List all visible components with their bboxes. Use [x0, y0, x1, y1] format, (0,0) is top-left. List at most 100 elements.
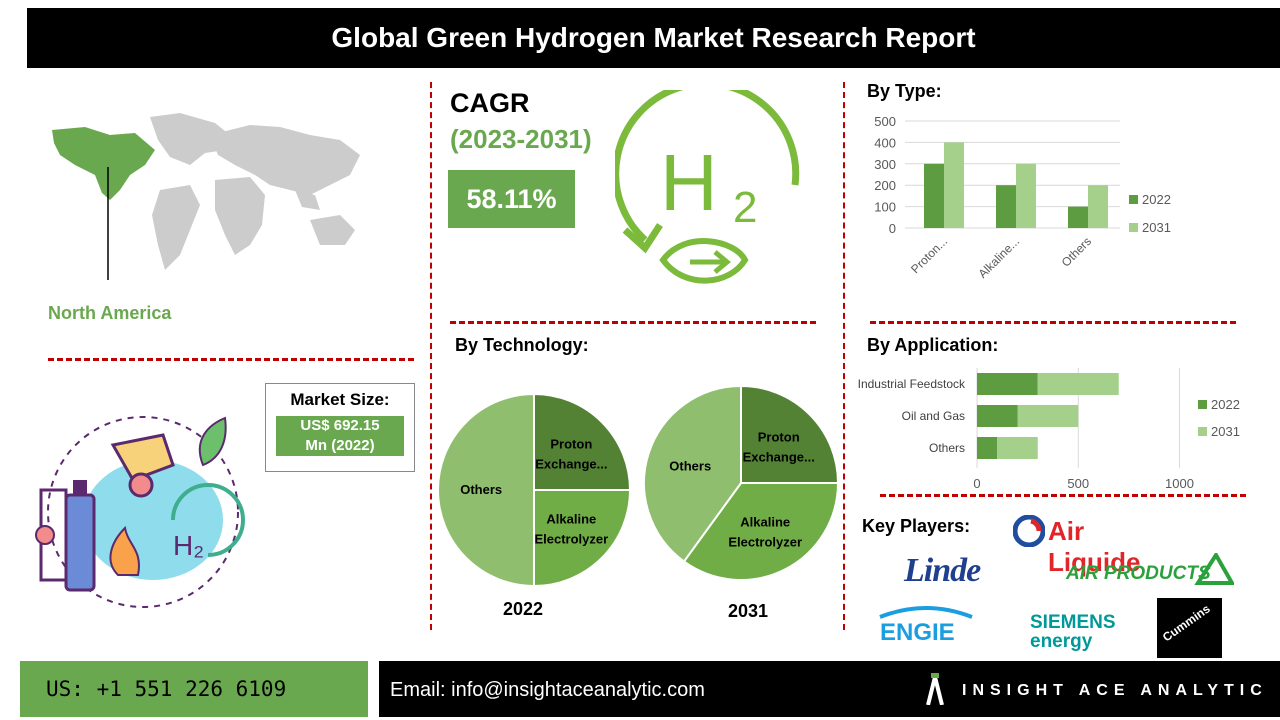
- divider-type: [870, 321, 1236, 324]
- market-size-label: Market Size:: [290, 390, 390, 409]
- market-size-value-line2: Mn (2022): [305, 437, 375, 454]
- cummins-logo: Cummins: [1157, 598, 1222, 658]
- type-category-label: Others: [1059, 234, 1094, 269]
- technology-pie-label-line: Exchange...: [743, 449, 815, 464]
- wheel-icon: [128, 472, 154, 498]
- cummins-text: Cummins: [1159, 601, 1213, 645]
- type-bar: [944, 142, 964, 228]
- type-ytick-label: 500: [874, 114, 896, 129]
- type-legend-label: 2031: [1142, 220, 1171, 235]
- phone-number[interactable]: US: +1 551 226 6109: [46, 677, 287, 701]
- application-category-label: Industrial Feedstock: [858, 377, 966, 391]
- type-ytick-label: 0: [889, 221, 896, 236]
- map-africa: [215, 177, 265, 255]
- technology-pie-slice: [643, 384, 742, 563]
- leaf-outline: [659, 238, 749, 284]
- technology-pie-label-line: Alkaline: [546, 511, 596, 526]
- by-type-chart: 0 100 200 300 400 500 Proton... Alkaline... Othe…: [874, 114, 1171, 281]
- pie-year-2031: 2031: [728, 601, 769, 621]
- region-label: North America: [48, 303, 172, 323]
- application-legend-swatch: [1198, 400, 1207, 409]
- application-xtick-label: 500: [1067, 476, 1089, 491]
- linde-logo: Linde: [898, 552, 1040, 592]
- pie-year-2022: 2022: [503, 599, 544, 619]
- by-application-title: By Application:: [867, 335, 999, 355]
- air-products-logo: AIR PRODUCTS: [1066, 553, 1234, 589]
- by-technology-title: By Technology:: [455, 335, 589, 355]
- application-xtick-label: 1000: [1165, 476, 1194, 491]
- type-bar: [1016, 163, 1036, 228]
- h2-ring: [615, 90, 800, 243]
- application-category-label: Others: [929, 441, 965, 455]
- email-link[interactable]: Email: info@insightaceanalytic.com: [390, 679, 705, 701]
- map-south-america: [152, 185, 200, 270]
- divider-right: [843, 82, 845, 630]
- technology-pie-label-line: Others: [460, 482, 502, 497]
- type-ytick-label: 200: [874, 178, 896, 193]
- technology-pie-label-line: Exchange...: [535, 457, 607, 472]
- world-map: [52, 113, 360, 280]
- map-north-america: [52, 127, 155, 200]
- cagr-title: CAGR: [450, 88, 530, 118]
- application-legend-label: 2022: [1211, 397, 1240, 412]
- air-products-text: AIR PRODUCTS: [1066, 563, 1211, 584]
- h2-letter: H: [660, 138, 718, 227]
- type-legend-label: 2022: [1142, 192, 1171, 207]
- map-australia: [310, 215, 355, 245]
- divider-application: [880, 494, 1246, 497]
- siemens-energy-text: SIEMENS energy: [1030, 613, 1116, 652]
- application-bar: [977, 405, 1018, 427]
- market-size-box: Market Size: US$ 692.15 Mn (2022): [265, 383, 415, 472]
- type-bar: [1088, 185, 1108, 228]
- type-bar: [996, 185, 1016, 228]
- technology-pie-label-line: Electrolyzer: [728, 535, 802, 550]
- cylinder-valve: [73, 480, 87, 495]
- technology-pie-slice: [682, 482, 840, 581]
- h2-ring-arrow: [622, 223, 663, 254]
- market-size-value: US$ 692.15 Mn (2022): [276, 416, 404, 456]
- application-bar: [977, 437, 998, 459]
- cagr-value: 58.11%: [448, 170, 575, 228]
- brand-logo-icon: [926, 673, 944, 705]
- type-bar: [924, 163, 944, 228]
- technology-pies: Proton Exchange... Alkaline Electrolyzer Oth…: [437, 384, 840, 588]
- air-products-mark-icon: [1194, 553, 1234, 585]
- technology-pie-label: Others: [669, 459, 711, 474]
- application-bar: [977, 373, 1038, 395]
- divider-map: [48, 358, 414, 361]
- phone-bar: US: +1 551 226 6109: [20, 661, 368, 717]
- report-title: Global Green Hydrogen Market Research Re…: [27, 8, 1280, 68]
- cagr-years: (2023-2031): [450, 124, 592, 154]
- type-ytick-label: 100: [874, 200, 896, 215]
- h2-subscript: 2: [733, 183, 757, 232]
- type-ytick-label: 300: [874, 157, 896, 172]
- air-liquide-mark-icon: [1013, 515, 1045, 547]
- type-legend-swatch: [1129, 195, 1138, 204]
- technology-pie-label-line: Others: [669, 459, 711, 474]
- type-legend-swatch: [1129, 223, 1138, 232]
- brand-name: INSIGHT ACE ANALYTIC: [962, 682, 1268, 699]
- type-ytick-label: 400: [874, 135, 896, 150]
- car-icon: [110, 433, 175, 482]
- map-eurasia: [210, 125, 360, 195]
- leaf-icon: [198, 416, 227, 467]
- flame-icon: [109, 525, 140, 576]
- by-type-title: By Type:: [867, 81, 942, 101]
- divider-cagr: [450, 321, 816, 324]
- air-liquide-text: Air Liquide: [1048, 516, 1141, 577]
- air-liquide-logo: Air Liquide: [1013, 513, 1178, 577]
- key-players-title: Key Players:: [862, 516, 971, 536]
- technology-pie-label: Alkaline Electrolyzer: [728, 515, 802, 550]
- technology-pie-label-line: Proton: [758, 429, 800, 444]
- technology-pie-label-line: Electrolyzer: [534, 531, 608, 546]
- h2-label: H₂: [173, 530, 204, 561]
- engie-arc-icon: [879, 606, 973, 619]
- leaf-arrow: [690, 250, 731, 274]
- technology-pie-label: Alkaline Electrolyzer: [534, 511, 608, 546]
- technology-pie-label: Proton Exchange...: [743, 429, 815, 464]
- by-application-chart: 0 500 1000 Industrial Feedstock Oil and Gas O…: [858, 368, 1240, 491]
- application-bar: [1037, 373, 1119, 395]
- market-size-value-line1: US$ 692.15: [300, 417, 380, 434]
- technology-pie-slice: [437, 392, 535, 588]
- application-bar: [1017, 405, 1079, 427]
